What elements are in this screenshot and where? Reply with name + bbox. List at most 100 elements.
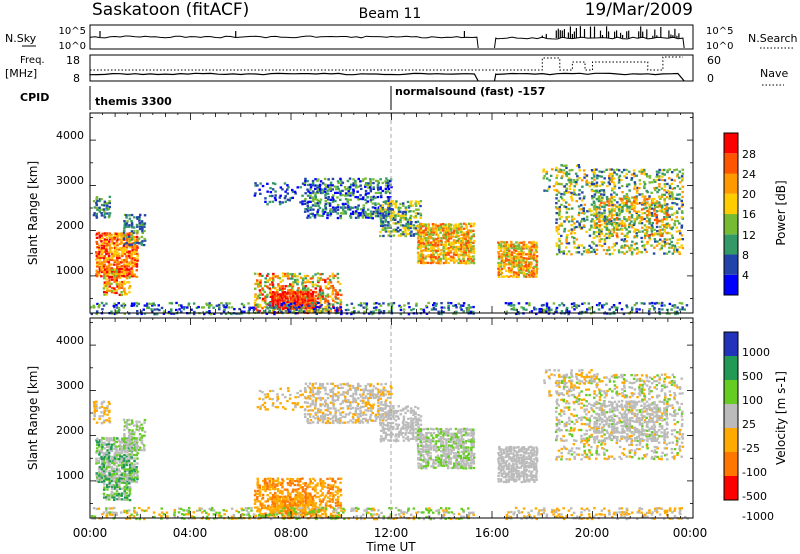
power-cell (309, 191, 312, 194)
power-cell (663, 168, 666, 172)
power-cell (581, 302, 584, 305)
velocity-panel: 1000 2000 3000 4000 Slant Range [km] (26, 317, 694, 521)
power-cell (588, 308, 592, 311)
power-cell (612, 304, 616, 307)
power-cell (160, 306, 164, 310)
velocity-cell (311, 399, 314, 402)
velocity-cell (118, 480, 121, 483)
velocity-cell (100, 439, 103, 442)
power-cell (671, 236, 674, 239)
power-cell (655, 216, 658, 219)
power-cell (95, 201, 98, 205)
power-cell (596, 174, 599, 177)
power-cell (459, 247, 463, 251)
power-cell (470, 237, 473, 240)
velocity-cell (105, 419, 108, 422)
power-cell (575, 183, 578, 186)
power-cell (555, 212, 558, 215)
nsky-spikes (99, 26, 680, 38)
power-cell (633, 248, 636, 251)
velocity-cell (314, 401, 317, 404)
power-cell (608, 178, 612, 182)
power-cell (266, 203, 269, 206)
power-cell (585, 215, 589, 218)
velocity-cell (334, 409, 337, 413)
power-cell (289, 305, 292, 308)
power-cell (653, 203, 657, 207)
power-cell (603, 212, 606, 215)
power-cell (384, 210, 388, 213)
power-cell (136, 312, 139, 316)
velocity-cell (105, 453, 108, 456)
power-cell (681, 203, 684, 206)
power-cell (551, 168, 554, 171)
power-cell (399, 234, 403, 237)
power-cell (285, 304, 288, 307)
velocity-cell (103, 441, 106, 444)
power-cell (543, 174, 546, 178)
power-cell (412, 227, 416, 230)
power-cell (289, 295, 292, 298)
power-cell (110, 263, 113, 266)
power-cell (417, 233, 420, 236)
power-cell (557, 191, 561, 194)
power-cell (425, 306, 429, 309)
power-cell (307, 303, 310, 306)
power-cell (514, 249, 518, 252)
velocity-cell (128, 473, 132, 477)
power-cell (93, 306, 96, 309)
power-cell (321, 210, 325, 213)
power-cell (452, 259, 455, 262)
power-cell (319, 299, 322, 302)
power-cell (598, 214, 601, 217)
power-cell (272, 285, 275, 288)
velocity-cell (281, 406, 285, 409)
power-cell (648, 203, 651, 207)
power-cell (96, 242, 99, 245)
power-cell (128, 240, 131, 243)
power-cell (434, 241, 437, 244)
power-cell (593, 193, 597, 196)
power-cell (95, 233, 98, 237)
power-cell (623, 201, 626, 205)
power-cb-tick-16: 16 (742, 208, 756, 221)
power-cell (597, 191, 601, 194)
power-cell (633, 218, 636, 221)
power-cell (598, 238, 601, 241)
power-cell (605, 168, 608, 171)
power-cell (663, 189, 666, 192)
power-cell (327, 302, 331, 305)
power-cell (674, 312, 677, 316)
velocity-cell (103, 443, 107, 446)
power-cell (347, 191, 350, 195)
power-cell (638, 202, 642, 205)
power-cell (306, 274, 309, 278)
nave-label: Nave (760, 67, 788, 80)
power-cell (620, 246, 623, 249)
power-cell (329, 181, 333, 184)
velocity-cell (138, 425, 141, 428)
power-cell (311, 204, 315, 207)
power-cell (103, 259, 106, 262)
power-cell (125, 222, 129, 225)
power-cell (610, 211, 613, 214)
power-cell (110, 275, 114, 279)
power-cell (123, 263, 126, 266)
power-cell (228, 302, 231, 305)
power-cell (571, 168, 574, 172)
power-cell (467, 311, 471, 314)
power-cell (520, 250, 523, 254)
power-cell (627, 183, 631, 186)
power-cell (412, 216, 416, 219)
power-cell (126, 234, 129, 237)
power-cell (651, 234, 654, 237)
velocity-cell (95, 451, 98, 454)
power-cell (434, 249, 437, 252)
power-cell (608, 176, 611, 180)
power-cell (319, 295, 322, 298)
power-cell (517, 271, 521, 274)
power-cell (627, 216, 631, 219)
power-cell (678, 238, 682, 241)
power-cell (126, 220, 129, 223)
power-cell (270, 306, 273, 309)
